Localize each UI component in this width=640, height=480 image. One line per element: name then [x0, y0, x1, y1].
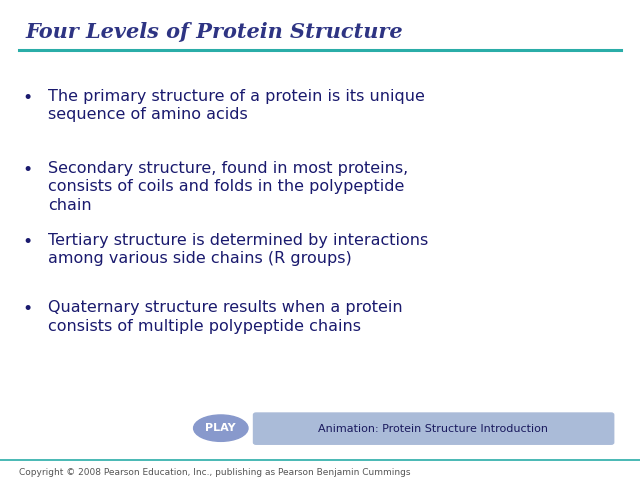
- Text: •: •: [22, 233, 33, 251]
- FancyBboxPatch shape: [253, 412, 614, 445]
- Text: •: •: [22, 300, 33, 318]
- Text: Four Levels of Protein Structure: Four Levels of Protein Structure: [26, 22, 403, 42]
- Text: •: •: [22, 161, 33, 179]
- Text: Tertiary structure is determined by interactions
among various side chains (R gr: Tertiary structure is determined by inte…: [48, 233, 428, 266]
- Text: Quaternary structure results when a protein
consists of multiple polypeptide cha: Quaternary structure results when a prot…: [48, 300, 403, 334]
- Text: •: •: [22, 89, 33, 107]
- Ellipse shape: [193, 415, 248, 442]
- Text: PLAY: PLAY: [205, 423, 236, 433]
- Text: Animation: Protein Structure Introduction: Animation: Protein Structure Introductio…: [318, 424, 548, 433]
- Text: Copyright © 2008 Pearson Education, Inc., publishing as Pearson Benjamin Cumming: Copyright © 2008 Pearson Education, Inc.…: [19, 468, 411, 477]
- Text: The primary structure of a protein is its unique
sequence of amino acids: The primary structure of a protein is it…: [48, 89, 425, 122]
- Text: Secondary structure, found in most proteins,
consists of coils and folds in the : Secondary structure, found in most prote…: [48, 161, 408, 213]
